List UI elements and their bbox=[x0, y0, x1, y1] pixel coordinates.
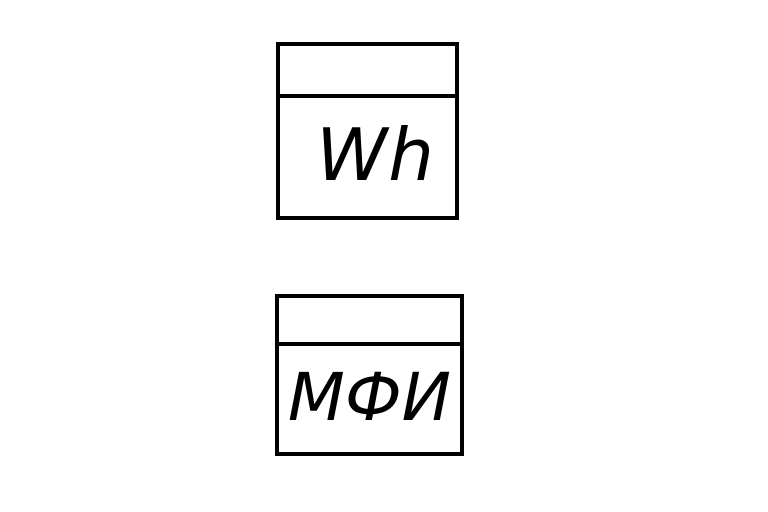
energy-meter-symbol: Wh bbox=[276, 42, 459, 220]
mfi-symbol-top-band bbox=[279, 298, 460, 346]
multifunction-meter-symbol: МФИ bbox=[275, 294, 464, 456]
mfi-symbol-label: МФИ bbox=[287, 358, 452, 436]
meter-symbol-label: Wh bbox=[316, 113, 435, 197]
meter-symbol-top-band bbox=[280, 46, 455, 98]
